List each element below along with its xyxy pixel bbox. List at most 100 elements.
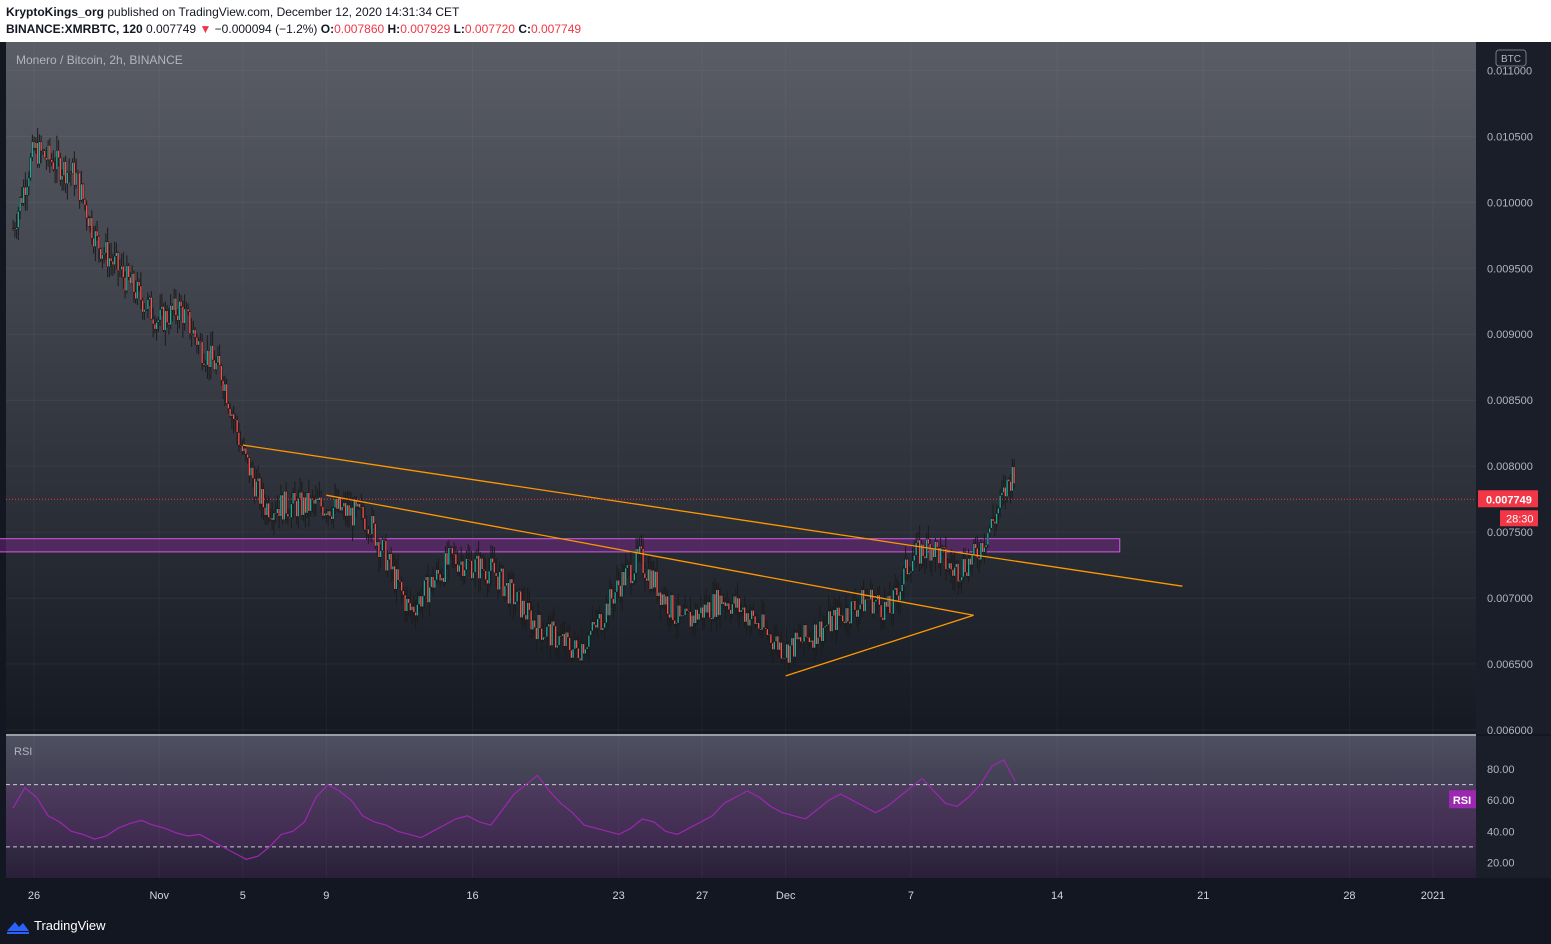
candle-body: [552, 621, 555, 627]
candle-body: [360, 506, 363, 508]
candle-body: [631, 580, 634, 584]
candle-body: [892, 589, 895, 615]
candle-body: [190, 333, 193, 335]
candle-body: [894, 587, 897, 591]
candle-body: [295, 500, 298, 517]
candle-body: [384, 540, 387, 571]
candle-body: [643, 572, 646, 579]
candle-body: [381, 539, 384, 552]
candle-body: [97, 235, 100, 249]
candle-body: [356, 503, 359, 508]
rsi-badge-box: [1449, 790, 1476, 809]
candle-body: [988, 527, 991, 534]
candle-body: [272, 512, 275, 521]
candle-body: [185, 308, 188, 311]
candle-body: [572, 648, 575, 659]
candle-body: [841, 614, 844, 622]
candle-body: [208, 350, 211, 368]
candle-body: [888, 595, 891, 614]
candle-body: [195, 337, 198, 346]
candle-body: [153, 323, 156, 330]
candle-body: [395, 568, 398, 590]
candle-body: [951, 569, 954, 577]
candle-body: [600, 613, 603, 631]
candle-body: [325, 513, 328, 516]
candle-body: [376, 541, 379, 547]
candle-body: [981, 542, 984, 553]
candle-body: [320, 497, 323, 507]
candle-body: [491, 558, 494, 563]
candle-body: [216, 355, 219, 363]
candle-body: [94, 230, 97, 247]
candle-body: [908, 572, 911, 575]
candle-body: [181, 306, 184, 324]
candle-body: [157, 319, 160, 323]
candle-body: [701, 607, 704, 619]
candle-body: [838, 607, 841, 617]
candle-body: [859, 604, 862, 610]
candle-body: [827, 610, 830, 625]
candle-body: [628, 564, 631, 566]
candle-body: [720, 595, 723, 605]
candle-body: [745, 612, 748, 623]
tradingview-brand[interactable]: TradingView: [34, 918, 106, 933]
publish-header: KryptoKings_org published on TradingView…: [0, 0, 1551, 42]
candle-body: [1013, 466, 1016, 484]
trendlines: [242, 444, 1183, 677]
candle-body: [927, 538, 930, 545]
chart-canvas[interactable]: 80.00 60.00 40.00 20.00 RSI 0.011000 0.010500…: [0, 42, 1551, 908]
candle-body: [131, 273, 134, 284]
candle-body: [736, 597, 739, 609]
candle-body: [211, 345, 214, 361]
candle-body: [83, 199, 86, 206]
tradingview-logo-icon[interactable]: [6, 918, 30, 934]
candle-body: [964, 558, 967, 573]
candle-body: [76, 172, 79, 174]
price-pane[interactable]: [6, 42, 1476, 734]
candle-body: [31, 141, 34, 158]
candle-body: [880, 604, 883, 618]
rsi-axis[interactable]: [1476, 736, 1551, 878]
candle-body: [505, 582, 508, 587]
candle-body: [449, 547, 452, 549]
candle-body: [138, 281, 141, 287]
candle-body: [236, 419, 239, 433]
candle-body: [20, 197, 23, 204]
candle-body: [127, 265, 130, 278]
candle-body: [87, 217, 90, 227]
candle-body: [944, 548, 947, 570]
rsi-pane[interactable]: [6, 736, 1476, 878]
candle-body: [446, 552, 449, 566]
candle-body: [705, 604, 708, 614]
author-name[interactable]: KryptoKings_org: [6, 5, 105, 19]
candle-body: [38, 141, 41, 165]
rsi-tick-label: 80.00: [1487, 764, 1515, 776]
candle-body: [715, 589, 718, 618]
candle-body: [899, 591, 902, 601]
candle-body: [738, 597, 741, 613]
candle-body: [500, 568, 503, 572]
candle-body: [698, 613, 701, 621]
candle-body: [484, 570, 487, 580]
x-axis-labels: 26 Nov 5 9 16 23 27 Dec 7 14 21 28 2021: [28, 890, 1445, 902]
candle-body: [159, 309, 162, 321]
price-axis[interactable]: [1476, 42, 1551, 734]
candle-body: [561, 633, 564, 637]
candle-body: [82, 183, 85, 200]
candle-body: [96, 230, 99, 237]
candle-body: [262, 488, 265, 508]
candle-body: [1009, 481, 1012, 492]
candle-body: [176, 315, 179, 321]
candle-body: [440, 577, 443, 581]
candle-body: [832, 609, 835, 616]
candle-body: [113, 256, 116, 266]
candle-body: [1006, 479, 1009, 497]
candle-body: [904, 559, 907, 569]
candle-body: [677, 605, 680, 624]
candle-body: [425, 576, 428, 581]
candle-body: [936, 541, 939, 548]
candle-body: [327, 510, 330, 516]
candle-body: [503, 585, 506, 597]
rsi-tick-label: 60.00: [1487, 795, 1515, 807]
candle-body: [850, 601, 853, 624]
